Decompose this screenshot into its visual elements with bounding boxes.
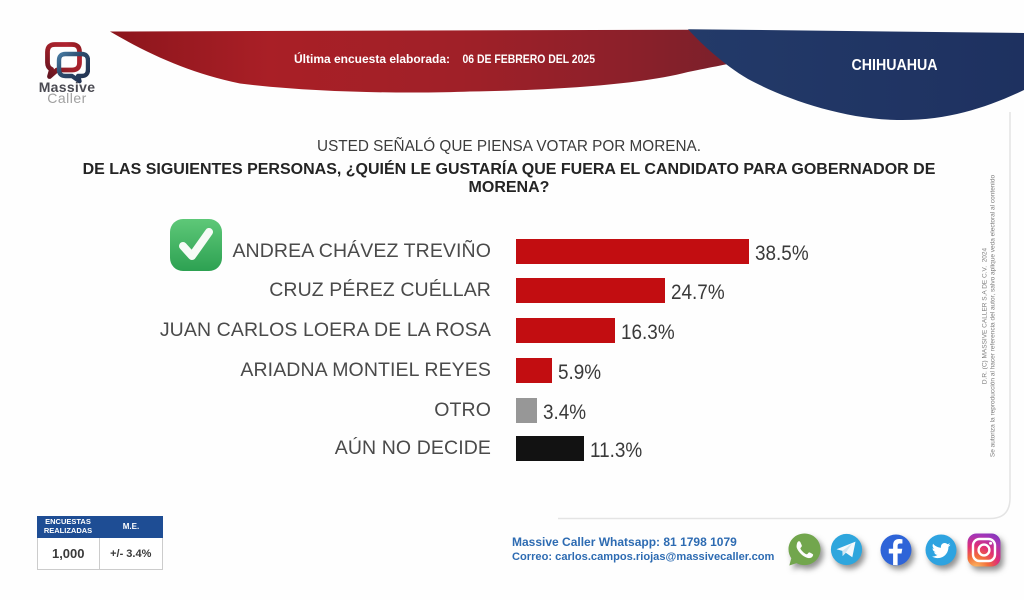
svg-text:06 DE FEBRERO DEL 2025: 06 DE FEBRERO DEL 2025 (463, 52, 596, 66)
svg-text:Última encuesta elaborada:: Última encuesta elaborada: (294, 51, 450, 66)
svg-text:CHIHUAHUA: CHIHUAHUA (852, 57, 938, 74)
